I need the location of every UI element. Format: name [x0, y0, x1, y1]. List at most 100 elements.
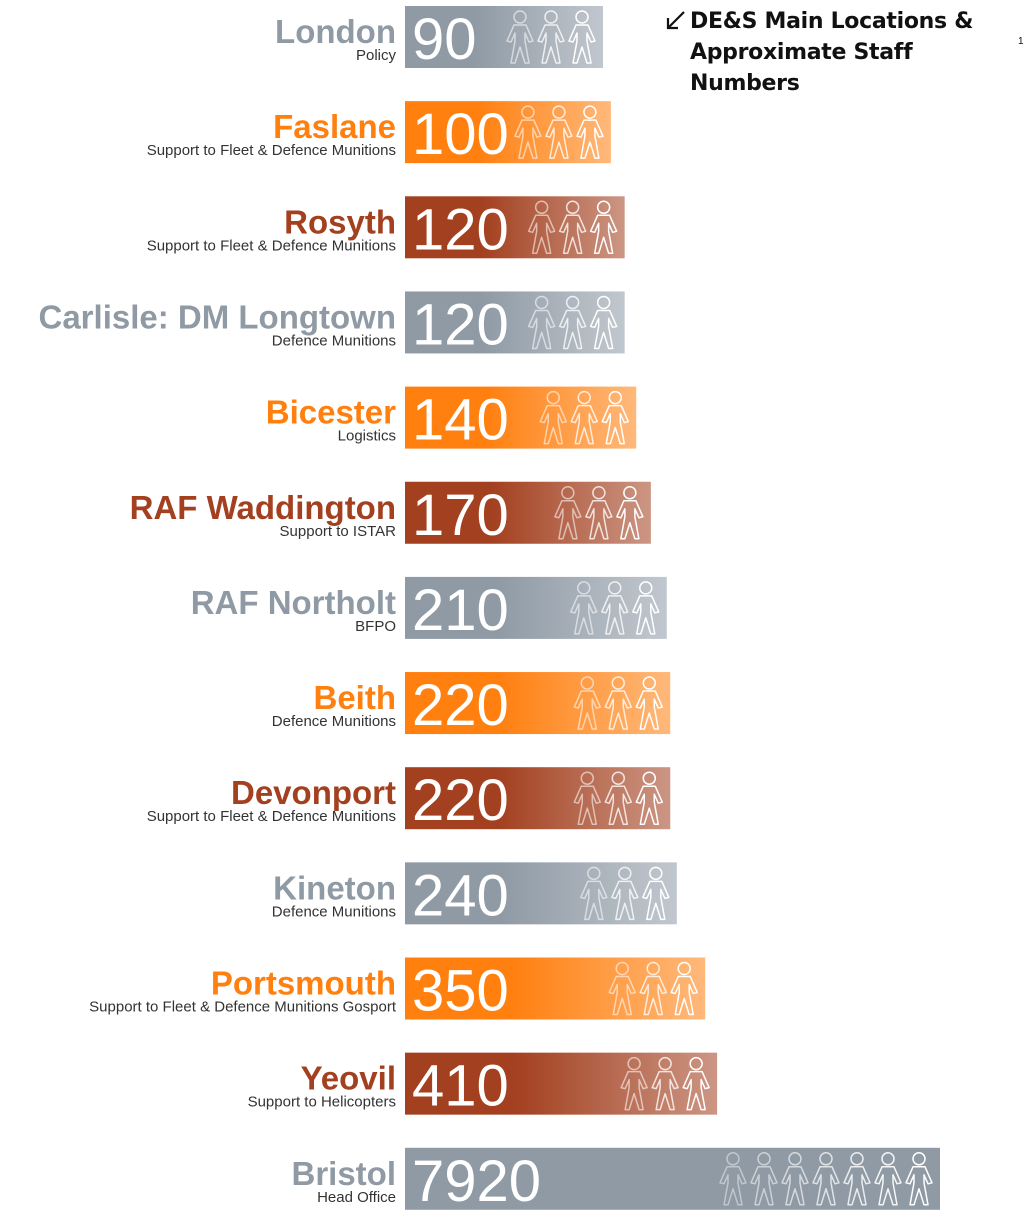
- person-icon: [589, 214, 618, 255]
- person-icon: [580, 676, 595, 690]
- people: [719, 1152, 933, 1206]
- location-name: Kineton: [273, 869, 396, 906]
- location-name: Rosyth: [284, 203, 396, 240]
- person-icon: [635, 785, 664, 825]
- value-label: 220: [412, 673, 509, 738]
- person-icon: [611, 771, 626, 785]
- person-icon: [577, 390, 592, 405]
- title-arrow: [666, 11, 685, 30]
- bar: [405, 291, 625, 354]
- person-icon: [627, 1056, 641, 1071]
- person-icon: [604, 690, 633, 730]
- person-icon: [639, 975, 667, 1016]
- person-icon: [565, 200, 580, 215]
- people: [570, 581, 660, 635]
- people: [527, 295, 618, 350]
- location-role: Defence Munitions: [272, 713, 396, 730]
- person-icon: [573, 690, 602, 730]
- location-role: BFPO: [355, 618, 396, 635]
- person-icon: [781, 1166, 809, 1206]
- person-icon: [539, 404, 568, 445]
- person-icon: [726, 1152, 740, 1166]
- location-role: Support to Fleet & Defence Munitions: [147, 808, 396, 825]
- location-role: Support to Fleet & Defence Munitions: [147, 142, 396, 159]
- person-icon: [874, 1166, 902, 1206]
- value-label: 410: [412, 1054, 509, 1119]
- person-icon: [604, 785, 633, 825]
- person-icon: [850, 1152, 864, 1166]
- person-icon: [583, 105, 597, 119]
- location-name: Devonport: [231, 774, 396, 811]
- person-icon: [534, 200, 549, 215]
- person-icon: [558, 214, 587, 255]
- person-icon: [819, 1152, 833, 1166]
- location-role: Policy: [356, 47, 397, 64]
- value-label: 140: [412, 388, 509, 453]
- person-icon: [546, 390, 561, 405]
- bar: [405, 101, 611, 164]
- people: [554, 486, 644, 540]
- location-name: Bicester: [266, 394, 396, 431]
- person-icon: [554, 500, 582, 540]
- value-label: 120: [412, 197, 509, 262]
- person-icon: [651, 1070, 679, 1111]
- person-icon: [558, 309, 587, 350]
- value-label: 210: [412, 578, 509, 643]
- person-icon: [544, 10, 558, 24]
- people: [620, 1056, 710, 1111]
- location-name: London: [275, 13, 396, 50]
- person-icon: [616, 500, 644, 540]
- person-icon: [843, 1166, 871, 1206]
- bar: [405, 386, 637, 449]
- location-name: RAF Northolt: [191, 584, 396, 621]
- person-icon: [596, 200, 611, 215]
- title-note: 1: [1018, 36, 1024, 47]
- person-icon: [580, 771, 595, 785]
- location-role: Support to ISTAR: [280, 523, 397, 540]
- person-icon: [561, 486, 575, 500]
- person-icon: [577, 581, 591, 595]
- person-icon: [545, 119, 573, 159]
- people: [580, 866, 670, 921]
- person-icon: [750, 1166, 778, 1206]
- person-icon: [521, 105, 535, 119]
- chart-title: DE&S Main Locations & Approximate Staff …: [690, 9, 974, 96]
- value-label: 120: [412, 292, 509, 357]
- bar: [405, 1052, 718, 1115]
- value-label: 350: [412, 959, 509, 1024]
- person-icon: [527, 309, 556, 350]
- person-icon: [596, 295, 611, 310]
- person-icon: [757, 1152, 771, 1166]
- person-icon: [570, 595, 598, 635]
- person-icon: [589, 309, 618, 350]
- person-icon: [642, 771, 657, 785]
- person-icon: [585, 500, 613, 540]
- person-icon: [670, 975, 698, 1016]
- person-icon: [677, 961, 691, 976]
- person-icon: [620, 1070, 648, 1111]
- people: [514, 105, 604, 159]
- person-icon: [658, 1056, 672, 1071]
- bar: [405, 196, 625, 259]
- person-icon: [788, 1152, 802, 1166]
- value-label: 90: [412, 7, 477, 72]
- person-icon: [580, 880, 608, 921]
- person-icon: [570, 404, 599, 445]
- people: [608, 961, 698, 1016]
- value-label: 170: [412, 483, 509, 548]
- people: [573, 771, 664, 825]
- person-icon: [552, 105, 566, 119]
- person-icon: [618, 866, 632, 881]
- person-icon: [576, 119, 604, 159]
- location-role: Defence Munitions: [272, 332, 396, 349]
- person-icon: [642, 676, 657, 690]
- person-icon: [527, 214, 556, 255]
- person-icon: [635, 690, 664, 730]
- person-icon: [537, 24, 565, 64]
- person-icon: [608, 581, 622, 595]
- person-icon: [608, 975, 636, 1016]
- location-role: Support to Fleet & Defence Munitions: [147, 237, 396, 254]
- location-role: Head Office: [317, 1189, 396, 1206]
